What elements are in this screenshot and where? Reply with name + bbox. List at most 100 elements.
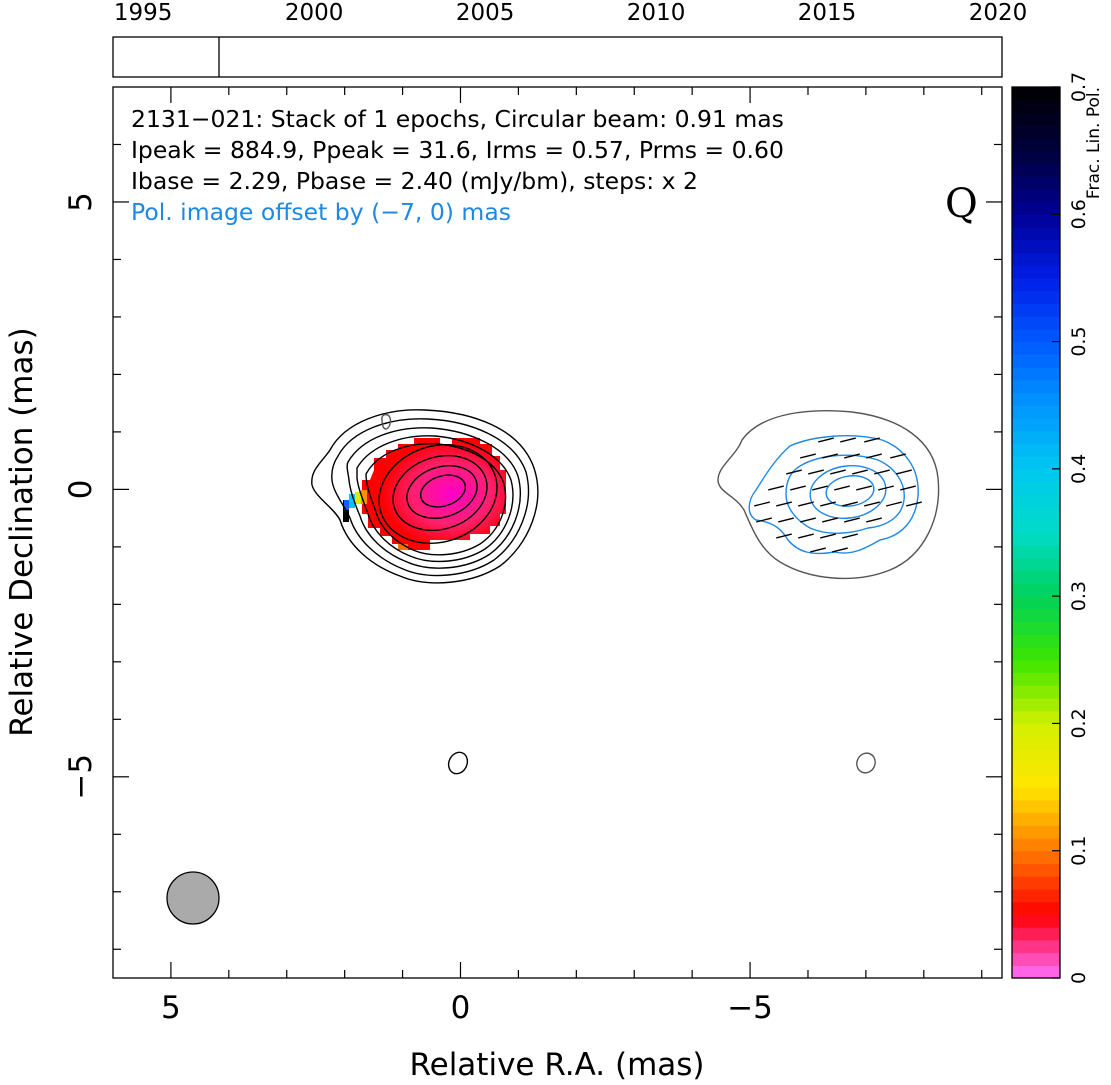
evpa-tick <box>906 501 922 507</box>
evpa-tick <box>830 469 846 475</box>
evpa-tick <box>818 437 834 443</box>
colorbar-band <box>1012 901 1060 915</box>
evpa-tick <box>864 501 880 507</box>
y-tick-label: −5 <box>63 754 99 800</box>
evpa-tick <box>810 547 826 553</box>
colorbar-tick-label: 0.6 <box>1068 199 1090 229</box>
colorbar-band <box>1012 417 1060 432</box>
colorbar-band <box>1012 774 1060 788</box>
axis-tick-labels: 5 0 −5 5 0 −5 <box>63 192 773 1026</box>
annotation-line-3: Ibase = 2.29, Pbase = 2.40 (mJy/bm), ste… <box>131 167 698 195</box>
timeline-ticks: 1995 2000 2005 2010 2015 2020 <box>114 0 1027 26</box>
colorbar-band <box>1012 914 1060 928</box>
colorbar-band <box>1012 341 1060 355</box>
colorbar-tick-label: 0 <box>1068 972 1090 984</box>
annotation-block: 2131−021: Stack of 1 epochs, Circular be… <box>131 105 784 226</box>
colorbar-band <box>1012 367 1060 381</box>
colorbar-band <box>1012 201 1060 215</box>
contour-i-8 <box>406 465 478 519</box>
frac-pol-edge-cyan <box>349 494 355 508</box>
pol-contour-4 <box>825 475 875 507</box>
colorbar: 0 0.1 0.2 0.3 0.4 0.5 0.6 0.7 Frac. Lin. Pol. <box>1011 72 1104 984</box>
colorbar-band <box>1012 710 1060 725</box>
colorbar-band <box>1012 697 1060 712</box>
evpa-tick <box>798 501 814 507</box>
evpa-tick <box>842 501 858 507</box>
colorbar-band <box>1012 227 1060 241</box>
x-tick-label: −5 <box>727 990 773 1026</box>
colorbar-band <box>1012 876 1060 890</box>
colorbar-band <box>1012 659 1060 674</box>
annotation-line-1: 2131−021: Stack of 1 epochs, Circular be… <box>131 105 784 133</box>
colorbar-band <box>1012 443 1060 457</box>
colorbar-band <box>1012 787 1060 801</box>
evpa-tick <box>900 485 916 491</box>
colorbar-tick-label: 0.5 <box>1068 326 1090 356</box>
colorbar-band <box>1012 137 1060 152</box>
evpa-tick <box>844 453 860 459</box>
evpa-tick <box>776 501 792 507</box>
colorbar-band <box>1012 583 1060 597</box>
colorbar-band <box>1012 494 1060 508</box>
colorbar-band <box>1012 290 1060 304</box>
colorbar-band <box>1012 837 1060 852</box>
colorbar-band <box>1012 736 1060 750</box>
colorbar-band <box>1012 150 1060 164</box>
colorbar-band <box>1012 125 1060 139</box>
contour-i-5 <box>365 443 507 556</box>
colorbar-band <box>1012 939 1060 954</box>
timeline-year-label: 2000 <box>285 0 344 26</box>
pol-contour-2 <box>785 454 905 534</box>
colorbar-band <box>1012 761 1060 775</box>
evpa-tick <box>878 485 894 491</box>
pol-contours <box>717 410 940 580</box>
evpa-tick <box>866 453 882 459</box>
pol-contour-1 <box>748 435 919 555</box>
colorbar-title: Frac. Lin. Pol. <box>1084 87 1104 199</box>
frac-pol-edge-orange-2 <box>398 544 408 550</box>
pol-contour-base <box>717 410 940 580</box>
colorbar-band <box>1012 176 1060 190</box>
colorbar-band <box>1012 545 1060 559</box>
pol-offset-note: Pol. image offset by (−7, 0) mas <box>131 198 511 226</box>
colorbar-band <box>1012 596 1060 610</box>
colorbar-band <box>1012 863 1060 877</box>
colorbar-band <box>1012 812 1060 826</box>
colorbar-tick-label: 0.2 <box>1068 708 1090 738</box>
axis-ticks <box>113 87 1002 978</box>
colorbar-band <box>1012 430 1060 444</box>
band-label: Q <box>945 181 978 227</box>
timeline-year-label: 2015 <box>798 0 857 26</box>
contour-i-2 <box>331 418 530 577</box>
contour-i-7 <box>392 454 488 532</box>
pol-contour-3 <box>809 465 887 519</box>
colorbar-band <box>1012 239 1060 254</box>
colorbar-band <box>1012 392 1060 406</box>
colorbar-tick-label: 0.3 <box>1068 581 1090 611</box>
colorbar-band <box>1012 952 1060 966</box>
image-content <box>166 409 940 925</box>
evpa-tick <box>896 469 912 475</box>
evpa-tick <box>864 437 880 443</box>
colorbar-frame <box>1011 86 1061 979</box>
pol-contour-noise-blob <box>856 752 876 774</box>
evpa-tick <box>798 533 814 539</box>
timeline-frame <box>112 36 1003 78</box>
colorbar-band <box>1012 163 1060 177</box>
beam-ellipse <box>166 871 220 925</box>
contour-i-1 <box>311 409 539 584</box>
contour-i-island <box>381 413 392 430</box>
colorbar-band <box>1012 621 1060 635</box>
evpa-tick <box>808 469 824 475</box>
y-tick-label: 0 <box>63 480 99 500</box>
plot-frame <box>112 86 1003 979</box>
colorbar-ticks: 0 0.1 0.2 0.3 0.4 0.5 0.6 0.7 <box>1052 72 1090 984</box>
x-axis-title: Relative R.A. (mas) <box>409 1047 704 1083</box>
colorbar-bands <box>1012 87 1060 979</box>
evpa-tick <box>800 453 816 459</box>
colorbar-band <box>1012 214 1060 228</box>
timeline-year-label: 2005 <box>456 0 515 26</box>
colorbar-band <box>1012 888 1060 903</box>
colorbar-tick-label: 0.1 <box>1068 836 1090 866</box>
colorbar-band <box>1012 188 1060 203</box>
